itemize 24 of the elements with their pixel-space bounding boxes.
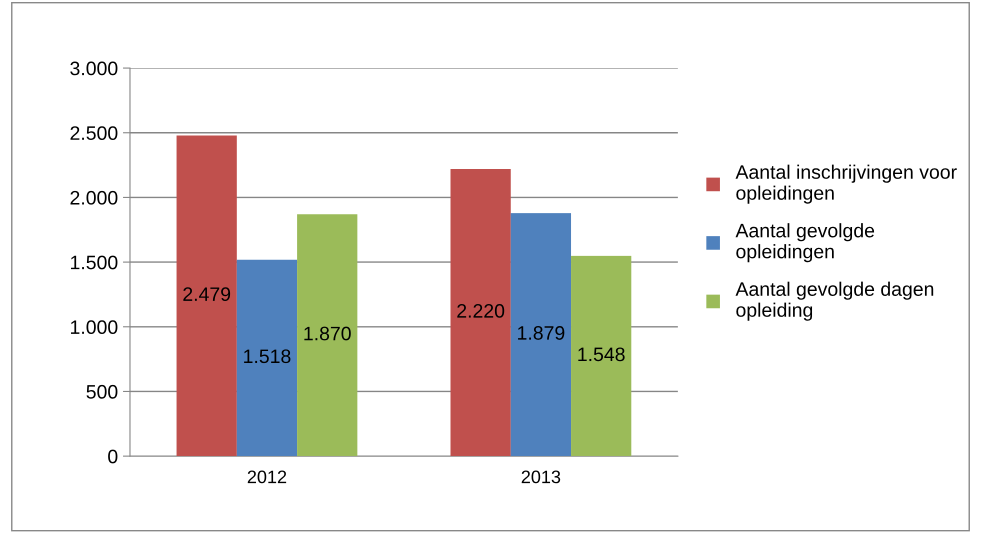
- data-label: 2.220: [457, 304, 504, 318]
- y-tick-label: 2.500: [70, 126, 118, 140]
- y-tick-label: 2.000: [70, 190, 118, 205]
- bar: [297, 214, 358, 456]
- bar: [236, 260, 298, 456]
- data-label: 1.548: [578, 347, 625, 362]
- bar: [176, 135, 237, 456]
- bar: [571, 256, 632, 456]
- data-label: 1.879: [518, 326, 564, 340]
- legend-label: Aantal gevolgde dagen opleiding: [736, 282, 934, 321]
- y-tick-label: 1.500: [71, 256, 118, 270]
- data-label: 1.870: [304, 326, 351, 340]
- y-tick-label: 0: [108, 450, 118, 464]
- y-tick-label: 1.000: [71, 320, 118, 334]
- y-tick-label: 500: [86, 384, 118, 399]
- data-label: 1.518: [244, 349, 290, 364]
- legend-label: Aantal inschrijvingen voor opleidingen: [736, 164, 957, 204]
- bar: [510, 213, 572, 456]
- x-tick-label: 2013: [522, 470, 560, 484]
- data-label: 2.479: [183, 287, 230, 302]
- y-tick-label: 3.000: [70, 62, 118, 76]
- x-tick-label: 2012: [248, 470, 286, 484]
- bar: [450, 168, 511, 456]
- legend-label: Aantal gevolgde opleidingen: [736, 223, 874, 262]
